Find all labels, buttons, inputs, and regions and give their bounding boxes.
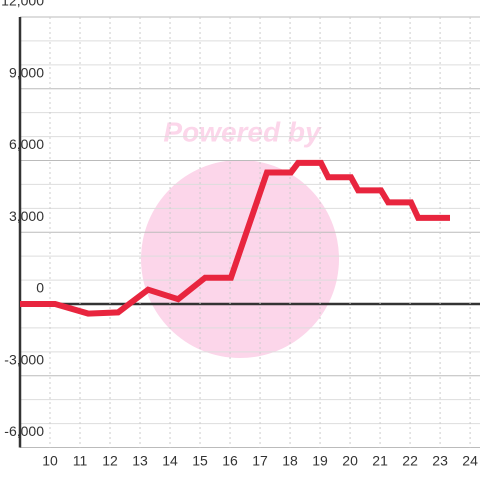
x-tick-label: 23 <box>432 453 448 469</box>
plot <box>20 159 450 317</box>
x-tick-label: 15 <box>192 453 208 469</box>
y-tick-label: 12,000 <box>1 0 44 9</box>
grid <box>18 16 480 448</box>
line <box>20 159 450 317</box>
x-tick-label: 24 <box>462 453 478 469</box>
x-tick-label: 10 <box>42 453 58 469</box>
x-tick-label: 18 <box>282 453 298 469</box>
x-tick-label: 17 <box>252 453 268 469</box>
y-tick-label: 3,000 <box>9 208 44 224</box>
x-tick-label: 14 <box>162 453 178 469</box>
y-tick-label: 9,000 <box>9 64 44 80</box>
x-tick-label: 19 <box>312 453 328 469</box>
y-tick-label: -3,000 <box>4 351 44 367</box>
x-tick-label: 13 <box>132 453 148 469</box>
watermark: Powered by <box>163 116 322 147</box>
x-tick-label: 16 <box>222 453 238 469</box>
y-tick-label: -6,000 <box>4 423 44 439</box>
x-tick-label: 22 <box>402 453 418 469</box>
x-tick-label: 11 <box>73 453 88 469</box>
y-tick-label: 6,000 <box>9 136 44 152</box>
y-tick-label: 0 <box>36 280 44 296</box>
x-tick-label: 20 <box>342 453 358 469</box>
x-tick-label: 21 <box>372 453 388 469</box>
x-tick-label: 12 <box>102 453 118 469</box>
